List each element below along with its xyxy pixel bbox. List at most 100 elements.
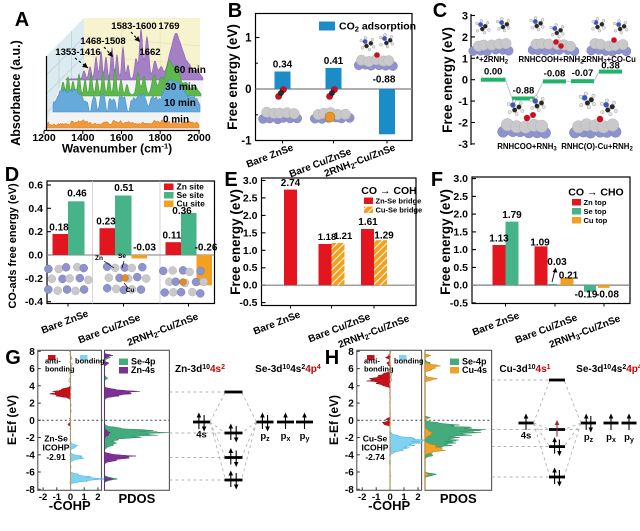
svg-text:Wavenumber (cm-1): Wavenumber (cm-1) (62, 142, 172, 156)
svg-text:-2.91: -2.91 (46, 452, 66, 462)
svg-text:0 min: 0 min (163, 115, 189, 126)
svg-text:1800: 1800 (149, 132, 173, 144)
svg-text:0.6: 0.6 (28, 180, 43, 192)
svg-text:6: 6 (348, 364, 354, 375)
svg-text:E-Ef (eV): E-Ef (eV) (327, 395, 341, 445)
svg-text:anti-: anti- (45, 357, 61, 366)
svg-text:4: 4 (29, 381, 35, 392)
svg-text:-2: -2 (358, 492, 366, 503)
svg-text:0.2: 0.2 (28, 226, 43, 238)
svg-text:bonding: bonding (394, 357, 424, 366)
svg-text:2.0: 2.0 (243, 210, 258, 222)
svg-text:1.0: 1.0 (243, 245, 258, 257)
svg-text:Free energy (eV): Free energy (eV) (228, 189, 243, 295)
svg-text:2000: 2000 (187, 132, 211, 144)
svg-text:A: A (15, 9, 29, 31)
svg-text:8: 8 (29, 347, 35, 358)
svg-text:pz: pz (260, 431, 270, 443)
svg-text:Cu site: Cu site (177, 199, 206, 209)
svg-text:2: 2 (348, 399, 354, 410)
svg-text:-0.2: -0.2 (25, 273, 43, 285)
svg-text:-0.5: -0.5 (239, 297, 257, 309)
svg-text:-2: -2 (458, 118, 468, 130)
svg-text:bonding: bonding (75, 357, 105, 366)
svg-text:1.61: 1.61 (358, 217, 378, 228)
svg-text:-4: -4 (345, 450, 354, 461)
svg-text:D: D (5, 164, 19, 186)
svg-text:Zn-Se: Zn-Se (44, 434, 68, 444)
svg-text:0.0: 0.0 (28, 250, 43, 262)
svg-text:-0.4: -0.4 (25, 296, 43, 308)
svg-text:-1: -1 (372, 492, 381, 503)
svg-text:-8: -8 (345, 485, 354, 496)
svg-text:-2: -2 (39, 492, 47, 503)
svg-text:1.79: 1.79 (502, 210, 522, 221)
svg-text:Cu: Cu (126, 287, 135, 294)
svg-text:0.4: 0.4 (28, 203, 43, 215)
svg-text:E: E (224, 169, 237, 191)
svg-text:Cu top: Cu top (584, 216, 608, 225)
svg-text:0: 0 (29, 416, 35, 427)
svg-text:0.5: 0.5 (243, 262, 258, 274)
svg-text:1600: 1600 (110, 132, 134, 144)
svg-text:2RNH2+CO-Cu: 2RNH2+CO-Cu (582, 55, 636, 66)
svg-text:Se top: Se top (584, 207, 607, 216)
svg-text:1200: 1200 (32, 132, 56, 144)
svg-text:-0.19: -0.19 (575, 290, 598, 301)
svg-text:Se-4p: Se-4p (462, 357, 487, 367)
svg-text:CO → COH: CO → COH (361, 185, 416, 197)
svg-text:pz: pz (584, 432, 594, 444)
svg-text:-0.08: -0.08 (544, 68, 566, 79)
svg-text:4s: 4s (521, 431, 532, 442)
svg-text:-0.03: -0.03 (133, 243, 156, 254)
svg-text:Cu-4s: Cu-4s (462, 365, 487, 375)
svg-text:Free energy (eV): Free energy (eV) (440, 27, 455, 133)
svg-text:Se: Se (118, 253, 126, 260)
svg-text:1.5: 1.5 (243, 227, 258, 239)
svg-text:1: 1 (82, 492, 88, 503)
svg-text:0: 0 (462, 75, 468, 87)
svg-text:1.21: 1.21 (334, 231, 353, 242)
svg-text:bonding: bonding (364, 365, 394, 374)
svg-text:0.34: 0.34 (273, 60, 293, 71)
svg-text:2: 2 (462, 32, 468, 44)
svg-text:CO → CHO: CO → CHO (568, 187, 623, 199)
svg-text:0.0: 0.0 (243, 280, 258, 292)
svg-text:0: 0 (245, 84, 251, 96)
svg-text:E-Ef (eV): E-Ef (eV) (5, 395, 19, 445)
svg-text:1.09: 1.09 (530, 238, 550, 249)
svg-text:Se-4p: Se-4p (131, 357, 156, 367)
svg-text:-1: -1 (53, 492, 62, 503)
svg-text:2: 2 (415, 492, 420, 503)
svg-text:px: px (606, 432, 616, 444)
svg-text:RNHC(O)-Cu+RNH2: RNHC(O)-Cu+RNH2 (561, 142, 633, 153)
svg-text:1: 1 (401, 492, 407, 503)
svg-text:Free energy (eV): Free energy (eV) (225, 24, 240, 130)
svg-text:-0.08: -0.08 (596, 290, 619, 301)
svg-text:-2: -2 (345, 433, 354, 444)
svg-text:1583-1600: 1583-1600 (111, 21, 156, 32)
svg-text:C: C (433, 0, 447, 22)
svg-text:1662: 1662 (139, 47, 160, 58)
svg-text:Free energy (eV): Free energy (eV) (438, 189, 453, 295)
svg-text:-0.07: -0.07 (572, 68, 594, 79)
svg-text:py: py (300, 431, 310, 443)
svg-text:4s: 4s (196, 430, 207, 441)
svg-text:1.0: 1.0 (453, 244, 468, 256)
svg-text:G: G (5, 347, 21, 369)
svg-text:Cu-Se: Cu-Se (363, 434, 388, 444)
svg-text:ICOHP: ICOHP (362, 443, 389, 453)
svg-text:0.51: 0.51 (114, 183, 134, 194)
svg-text:Zn-Se bridge: Zn-Se bridge (376, 196, 422, 205)
svg-text:RNHCOO+RNH3: RNHCOO+RNH3 (497, 142, 557, 153)
svg-text:3.0: 3.0 (243, 175, 258, 187)
svg-text:px: px (281, 431, 291, 443)
svg-text:2.0: 2.0 (453, 209, 468, 221)
svg-text:0.18: 0.18 (49, 223, 69, 234)
svg-text:-3: -3 (458, 139, 468, 151)
svg-text:Zn site: Zn site (177, 182, 205, 192)
svg-text:0: 0 (348, 416, 354, 427)
svg-text:1.5: 1.5 (453, 226, 468, 238)
svg-text:-6: -6 (26, 468, 35, 479)
svg-text:Zn top: Zn top (584, 198, 607, 207)
